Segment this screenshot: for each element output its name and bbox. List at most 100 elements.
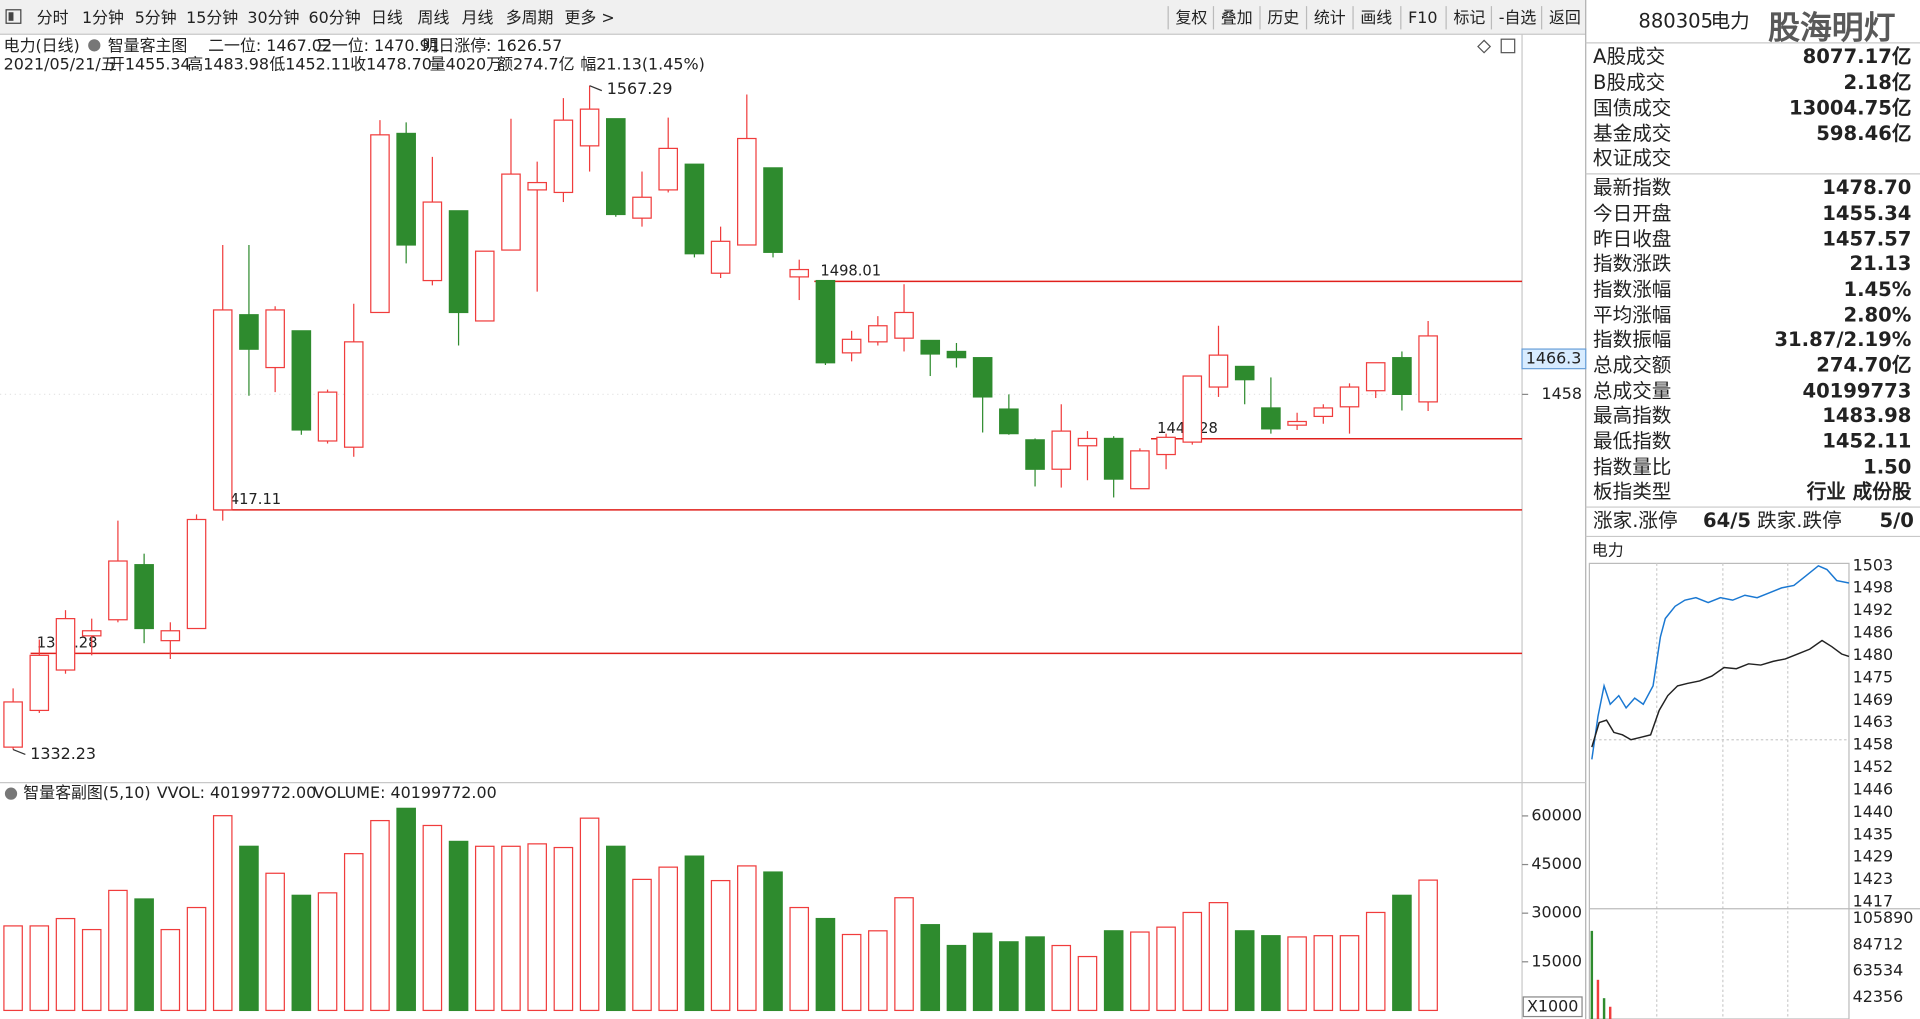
toolbar-tab[interactable]: 更多 > bbox=[564, 8, 614, 27]
scale-label: X1000 bbox=[1527, 996, 1578, 1015]
candle-body bbox=[1313, 407, 1334, 418]
candle-body bbox=[343, 341, 364, 448]
indicator-name: 智量客主图 bbox=[108, 36, 188, 55]
volume-indicator: 智量客副图(5,10) bbox=[23, 783, 150, 802]
mini-axis-label: 1469 bbox=[1853, 690, 1893, 709]
toolbar-button[interactable]: 复权 bbox=[1176, 8, 1208, 27]
volume-bar bbox=[1025, 936, 1045, 1012]
toolbar-button[interactable]: 画线 bbox=[1360, 8, 1392, 27]
toolbar-button[interactable]: 叠加 bbox=[1221, 8, 1253, 27]
toolbar-button[interactable]: 标记 bbox=[1453, 8, 1485, 27]
candle-body bbox=[108, 560, 128, 621]
volume-bar bbox=[815, 917, 836, 1012]
breadth-value: 5/0 bbox=[1879, 509, 1913, 532]
candle-body bbox=[658, 147, 679, 191]
panel-label: 指数涨幅 bbox=[1593, 278, 1671, 301]
candle-body bbox=[448, 210, 469, 314]
panel-value: 1.50 bbox=[1863, 455, 1911, 478]
panel-value: 40199773 bbox=[1802, 379, 1911, 402]
panel-label: 总成交额 bbox=[1593, 354, 1672, 377]
candle-body bbox=[1156, 436, 1176, 456]
tool-icon[interactable] bbox=[1500, 38, 1516, 54]
volume-bar bbox=[3, 925, 23, 1012]
toolbar-button[interactable]: -自选 bbox=[1499, 8, 1537, 27]
toolbar bbox=[0, 0, 1586, 35]
candle-body bbox=[370, 134, 390, 314]
panel-label: 指数量比 bbox=[1593, 455, 1671, 478]
toolbar-tab[interactable]: 分时 bbox=[37, 8, 69, 27]
volume-bar bbox=[108, 889, 128, 1012]
toolbar-tab[interactable]: 1分钟 bbox=[82, 8, 124, 27]
volume-bar bbox=[1418, 879, 1438, 1012]
panel-label: B股成交 bbox=[1593, 71, 1665, 94]
toolbar-tab[interactable]: 周线 bbox=[418, 8, 450, 27]
mini-axis-label: 1458 bbox=[1853, 735, 1893, 754]
panel-label: 最新指数 bbox=[1593, 176, 1672, 199]
panel-label: 基金成交 bbox=[1593, 122, 1671, 145]
volume-bar bbox=[789, 906, 810, 1012]
quote-item: 高1483.98 bbox=[187, 54, 269, 73]
volume-bar bbox=[972, 932, 993, 1012]
volume-bar bbox=[737, 865, 757, 1012]
mini-chart-frame bbox=[1588, 562, 1850, 1019]
toolbar-button[interactable]: 统计 bbox=[1314, 8, 1346, 27]
toolbar-tab[interactable]: 15分钟 bbox=[186, 8, 238, 27]
volume-bar bbox=[186, 906, 207, 1012]
toolbar-tab[interactable]: 多周期 bbox=[506, 8, 554, 27]
toolbar-tab[interactable]: 日线 bbox=[371, 8, 403, 27]
candle-body bbox=[134, 564, 154, 630]
panel-name: 电力 bbox=[1711, 10, 1750, 33]
pane-icon[interactable] bbox=[88, 39, 101, 52]
toolbar-button[interactable]: 返回 bbox=[1549, 8, 1581, 27]
volume-bar bbox=[1261, 935, 1281, 1012]
tool-icon[interactable] bbox=[1477, 39, 1492, 54]
candle-body bbox=[1077, 437, 1098, 447]
candle-body bbox=[1208, 354, 1229, 388]
candle-body bbox=[920, 339, 941, 355]
menu-icon[interactable] bbox=[5, 9, 22, 24]
panel-label: 板指类型 bbox=[1593, 480, 1671, 503]
toolbar-tab[interactable]: 60分钟 bbox=[309, 8, 361, 27]
y-tick-label: 1458 bbox=[1542, 384, 1582, 403]
volume-bar bbox=[1234, 930, 1255, 1012]
pane-icon[interactable] bbox=[4, 787, 18, 800]
toolbar-tab[interactable]: 5分钟 bbox=[135, 8, 177, 27]
mini-axis-label: 1475 bbox=[1853, 667, 1893, 686]
panel-value: 1452.11 bbox=[1822, 430, 1911, 453]
mini-axis-label: 1440 bbox=[1853, 802, 1893, 821]
panel-label: A股成交 bbox=[1593, 45, 1665, 68]
quote-item: 额274.7亿 bbox=[497, 54, 574, 73]
candle-body bbox=[396, 132, 416, 246]
candle-body bbox=[1025, 439, 1045, 470]
panel-label: 总成交量 bbox=[1593, 379, 1671, 402]
mini-axis-label: 1446 bbox=[1853, 779, 1893, 798]
vvol-value: VVOL: 40199772.00 bbox=[157, 783, 317, 802]
candle-body bbox=[1392, 357, 1412, 395]
candle-body bbox=[815, 279, 836, 364]
toolbar-button[interactable]: F10 bbox=[1408, 8, 1437, 27]
toolbar-tab[interactable]: 月线 bbox=[462, 8, 494, 27]
panel-label: 昨日收盘 bbox=[1593, 228, 1671, 251]
candle-body bbox=[1103, 437, 1124, 480]
panel-code: 880305 bbox=[1638, 10, 1713, 33]
candle-body bbox=[789, 268, 810, 278]
volume-bar bbox=[396, 807, 416, 1012]
quote-item: 开1455.34 bbox=[109, 54, 191, 73]
volume-bar bbox=[553, 846, 574, 1012]
breadth-value: 64/5 bbox=[1703, 509, 1751, 532]
volume-bar bbox=[605, 845, 626, 1012]
volume-bar bbox=[658, 866, 679, 1012]
mini-volume-label: 105890 bbox=[1853, 908, 1914, 927]
panel-value: 1478.70 bbox=[1822, 176, 1911, 199]
high-label: 1567.29 bbox=[607, 79, 673, 98]
volume-bar bbox=[1313, 935, 1334, 1012]
mini-axis-label: 1463 bbox=[1853, 712, 1893, 731]
scale-box bbox=[1522, 996, 1583, 1018]
toolbar-button[interactable]: 历史 bbox=[1267, 8, 1299, 27]
candle-body bbox=[553, 119, 574, 194]
panel-value: 31.87/2.19% bbox=[1774, 328, 1911, 351]
candle-body bbox=[579, 108, 600, 147]
support-label: 1417.11 bbox=[220, 491, 281, 508]
panel-label: 最低指数 bbox=[1593, 430, 1672, 453]
toolbar-tab[interactable]: 30分钟 bbox=[247, 8, 299, 27]
